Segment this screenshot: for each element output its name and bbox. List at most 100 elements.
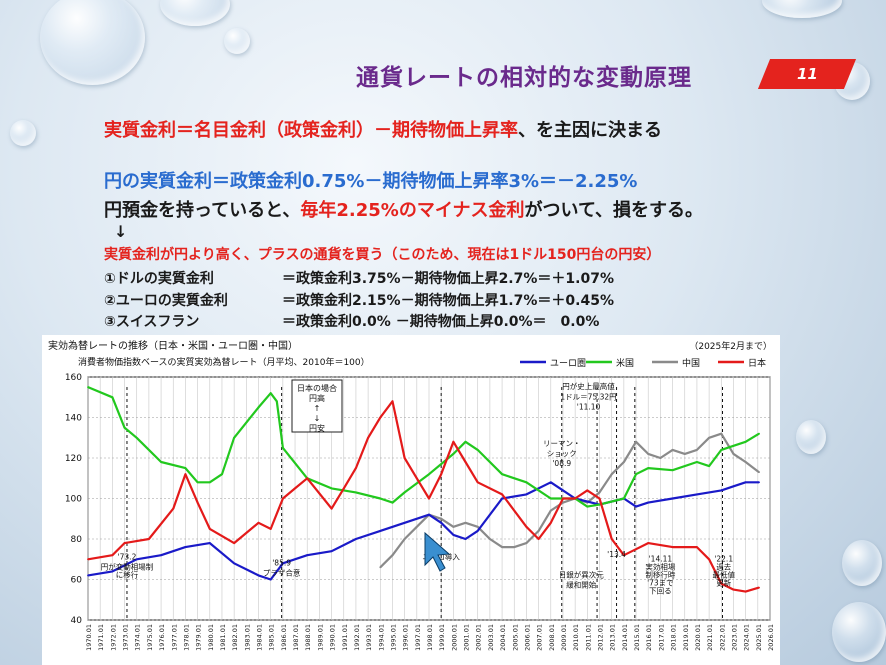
x-tick-label: 2016.01 [645, 624, 653, 651]
x-tick-label: 1988.01 [304, 624, 312, 651]
x-tick-label: 1976.01 [158, 624, 166, 651]
chart-annotation: '73まで [647, 579, 674, 588]
data-point [257, 521, 260, 524]
data-point [476, 481, 479, 484]
x-tick-label: 2015.01 [633, 624, 641, 651]
data-point [598, 503, 601, 506]
x-tick-label: 2004.01 [499, 624, 507, 651]
data-point [403, 491, 406, 494]
line-yen-real-rate: 円の実質金利＝政策金利0.75%－期待物価上昇率3%＝－2.25% [104, 171, 638, 192]
data-point [184, 467, 187, 470]
data-point [275, 400, 278, 403]
data-point [622, 497, 625, 500]
chart-annotation: '08.9 [552, 459, 571, 468]
data-point [501, 497, 503, 500]
data-point [464, 521, 467, 524]
data-point [586, 489, 589, 492]
row-swiss-formula: ＝政策金利0.0% －期待物価上昇0.0%＝ 0.0% [282, 314, 600, 330]
data-point [513, 546, 516, 548]
x-tick-label: 1977.01 [170, 624, 178, 651]
legend-label-1: 米国 [616, 357, 634, 369]
chart-annotation: 最低値 [712, 569, 735, 579]
data-point [610, 538, 613, 540]
x-tick-label: 1995.01 [389, 624, 397, 651]
y-tick-label: 60 [71, 576, 83, 586]
water-drop [10, 120, 36, 146]
data-point [647, 542, 650, 544]
data-point [403, 457, 406, 459]
data-point [135, 436, 138, 439]
data-point [549, 481, 552, 484]
x-tick-label: 2008.01 [548, 624, 556, 651]
exchange-rate-chart: 実効為替レートの推移（日本・米国・ユーロ圏・中国） 消費者物価指数ベースの実質実効… [42, 335, 780, 665]
x-tick-label: 2019.01 [682, 624, 690, 651]
data-point [732, 485, 735, 488]
chart-annotation: 実効相場 [645, 561, 675, 571]
chart-annotation: ショック [547, 449, 577, 458]
data-point [732, 444, 735, 447]
x-tick-label: 2017.01 [657, 624, 665, 651]
data-point [123, 542, 126, 544]
data-point [233, 562, 236, 565]
data-point [452, 534, 455, 536]
data-point [647, 467, 650, 470]
data-point [208, 481, 211, 484]
x-tick-label: 1987.01 [292, 624, 300, 651]
x-tick-label: 2006.01 [523, 624, 531, 651]
x-tick-label: 1993.01 [365, 624, 373, 651]
boxed-note-line: 円安 [309, 423, 325, 433]
data-point [476, 449, 479, 451]
data-point [635, 440, 637, 443]
data-point [758, 432, 760, 435]
data-point [696, 493, 698, 496]
data-point [111, 396, 114, 399]
data-point [391, 400, 394, 403]
data-point [464, 538, 467, 540]
data-point [708, 436, 711, 439]
chart-annotation: リーマン・ [543, 439, 581, 448]
page-number-badge: 11 [757, 59, 857, 89]
definition-text: 実質金利＝名目金利（政策金利）－期待物価上昇率 [104, 120, 518, 141]
data-point [342, 487, 345, 490]
x-tick-label: 1994.01 [377, 624, 385, 651]
data-point [501, 493, 503, 496]
data-point [306, 477, 309, 480]
series-line-米国 [87, 386, 760, 508]
data-point [622, 554, 625, 557]
x-tick-label: 2023.01 [730, 624, 738, 651]
data-point [635, 473, 637, 476]
boxed-note-line: ↑ [314, 404, 321, 413]
data-point [476, 530, 479, 532]
x-tick-label: 1996.01 [402, 624, 410, 651]
x-tick-label: 1970.01 [85, 624, 93, 651]
data-point [647, 453, 650, 455]
data-point [758, 481, 760, 484]
data-point [233, 542, 236, 544]
water-drop [842, 540, 882, 586]
row-swiss-label: ③スイスフラン [104, 314, 200, 330]
chart-annotation: '73.2 [118, 552, 137, 561]
row-euro-formula: ＝政策金利2.15%－期待物価上昇1.7%＝＋0.45% [282, 293, 614, 309]
y-tick-label: 140 [65, 414, 82, 424]
data-point [184, 546, 187, 548]
chart-annotation: に移行 [116, 569, 139, 579]
x-tick-label: 1980.01 [207, 624, 215, 651]
chart-annotation: 下回る [649, 587, 672, 596]
x-tick-label: 1972.01 [109, 624, 117, 651]
data-point [391, 554, 394, 557]
chart-annotation: '11.10 [577, 402, 601, 411]
data-point [391, 501, 394, 504]
data-point [306, 554, 309, 557]
water-drop [224, 28, 250, 54]
x-tick-label: 2014.01 [621, 624, 629, 651]
x-tick-label: 2002.01 [475, 624, 483, 651]
x-tick-label: 1985.01 [268, 624, 276, 651]
x-tick-label: 2013.01 [609, 624, 617, 651]
legend-label-0: ユーロ圏 [550, 358, 586, 369]
data-point [269, 527, 272, 530]
data-point [196, 501, 199, 504]
data-point [135, 558, 138, 561]
data-point [452, 440, 455, 443]
water-drop [762, 0, 842, 18]
chart-annotation: 日銀が異次元 [559, 569, 604, 579]
